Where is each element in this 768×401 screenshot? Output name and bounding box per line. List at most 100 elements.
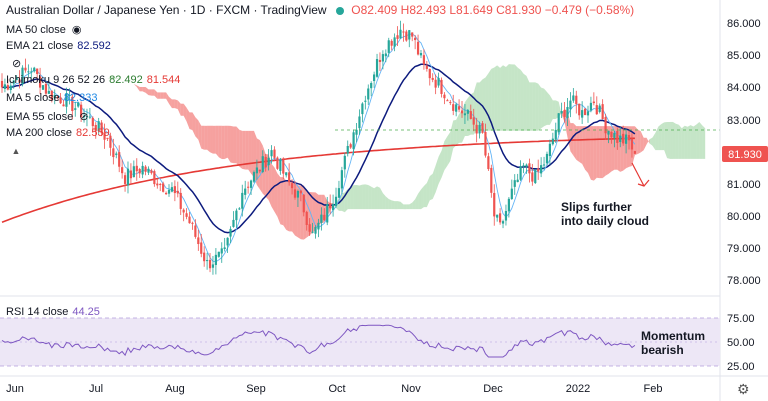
candle-body: [21, 67, 24, 85]
candle-body: [534, 169, 537, 184]
cloud-segment: [579, 126, 583, 164]
candle-body: [0, 80, 4, 88]
candle-body: [200, 242, 203, 254]
candle-body: [493, 192, 496, 217]
candle-body: [138, 169, 141, 174]
candle-body: [589, 102, 593, 111]
candle-body: [24, 67, 27, 71]
cloud-segment: [596, 126, 600, 179]
candle-body: [308, 224, 311, 232]
candle-body: [150, 170, 153, 174]
cloud-segment: [681, 125, 685, 159]
candle-body: [156, 183, 159, 186]
candle-body: [27, 71, 30, 73]
indicator-ema55[interactable]: EMA 55 close ⊘: [6, 111, 89, 123]
candle-body: [288, 172, 291, 183]
cloud-segment: [277, 173, 281, 225]
cloud-segment: [230, 125, 234, 164]
candle-body: [554, 129, 557, 140]
cloud-segment: [224, 125, 228, 160]
cloud-segment: [593, 126, 597, 181]
candle-body: [144, 166, 147, 172]
cloud-segment: [488, 68, 492, 131]
candle-body: [159, 183, 162, 185]
candle-body: [624, 134, 628, 144]
y-tick-label: 80.000: [727, 211, 761, 223]
cloud-segment: [362, 184, 366, 210]
cloud-segment: [620, 126, 624, 172]
indicator-ichimoku[interactable]: Ichimoku 9 26 52 26 82.492 81.544: [6, 74, 181, 86]
candle-body: [373, 74, 376, 82]
candle-body: [279, 159, 282, 171]
candle-body: [446, 100, 449, 102]
candle-body: [619, 135, 622, 143]
cloud-segment: [312, 192, 316, 233]
chart-header: Australian Dollar / Japanese Yen · 1D · …: [6, 3, 634, 17]
visibility-off-icon[interactable]: ⊘: [79, 111, 89, 123]
candle-body: [431, 77, 434, 80]
candle-body: [481, 123, 484, 133]
cloud-segment: [107, 77, 111, 79]
cloud-segment: [347, 187, 351, 210]
cloud-segment: [256, 138, 260, 190]
cloud-segment: [447, 132, 451, 166]
candle-body: [285, 172, 288, 176]
cloud-segment: [546, 91, 550, 125]
candle-body: [364, 100, 367, 102]
cloud-segment: [78, 85, 82, 88]
cloud-segment: [192, 112, 196, 137]
candle-body: [30, 71, 33, 73]
candle-body: [370, 83, 373, 89]
cloud-segment: [233, 126, 237, 164]
cloud-segment: [626, 126, 630, 169]
candle-body: [531, 172, 534, 182]
cloud-segment: [242, 130, 246, 170]
candle-body: [422, 55, 426, 65]
visibility-off-icon[interactable]: ⊘: [12, 58, 22, 70]
candle-body: [633, 151, 636, 154]
indicator-ma50[interactable]: MA 50 close ◉: [6, 24, 82, 36]
cloud-segment: [186, 107, 190, 129]
candle-body: [226, 237, 229, 246]
candle-body: [557, 113, 560, 133]
cloud-segment: [482, 77, 486, 131]
indicator-hidden[interactable]: ⊘: [6, 57, 21, 70]
indicator-ma200[interactable]: MA 200 close 82.559: [6, 127, 110, 139]
rsi-annotation: Momentum bearish: [641, 329, 705, 357]
candle-body: [273, 149, 276, 158]
cloud-segment: [602, 126, 606, 179]
cloud-segment: [576, 126, 580, 162]
candle-body: [402, 31, 405, 33]
candle-body: [121, 167, 124, 174]
candle-body: [62, 104, 65, 107]
visibility-icon[interactable]: ◉: [71, 24, 82, 36]
candle-body: [203, 252, 206, 262]
candle-body: [440, 79, 443, 94]
cloud-segment: [259, 140, 263, 194]
cloud-segment: [166, 92, 170, 104]
candle-body: [569, 100, 572, 110]
cloud-segment: [119, 78, 123, 81]
cloud-segment: [353, 184, 357, 210]
candle-body: [15, 77, 18, 81]
candle-body: [507, 198, 510, 212]
candle-body: [337, 188, 341, 198]
cloud-segment: [274, 167, 278, 217]
candle-body: [416, 41, 420, 55]
indicator-ema21[interactable]: EMA 21 close 82.592: [6, 40, 111, 52]
cloud-segment: [661, 122, 665, 151]
cloud-segment: [113, 76, 117, 79]
candle-body: [358, 116, 361, 129]
candle-body: [261, 156, 264, 173]
candle-body: [299, 190, 302, 194]
candle-body: [173, 186, 176, 194]
candle-body: [437, 77, 440, 86]
rsi-legend[interactable]: RSI 14 close 44.25: [6, 306, 100, 318]
candle-body: [264, 156, 267, 168]
candle-body: [499, 213, 502, 223]
indicator-ma5[interactable]: MA 5 close 82.333: [6, 92, 98, 104]
candle-body: [475, 124, 478, 134]
settings-gear-icon[interactable]: ⚙: [737, 381, 750, 397]
candle-body: [132, 166, 135, 178]
collapse-legend-icon[interactable]: ▲: [11, 146, 21, 156]
